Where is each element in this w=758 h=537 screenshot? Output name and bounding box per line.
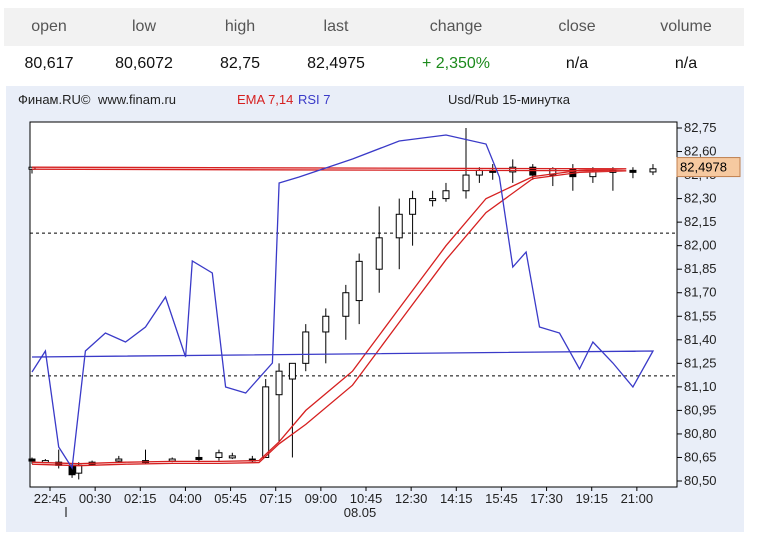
candle-body: [429, 198, 437, 202]
x-tick-label: 14:15: [440, 491, 473, 506]
y-tick-label: 81,70: [684, 285, 717, 300]
rsi-legend-label: RSI 7: [298, 92, 331, 107]
y-tick-label: 82,75: [684, 120, 717, 135]
quote-header-row: open low high last change close volume: [4, 8, 744, 46]
ema-line-slow: [31, 168, 627, 467]
y-tick-label: 81,85: [684, 261, 717, 276]
y-tick-label: 82,15: [684, 214, 717, 229]
candle-body: [302, 331, 310, 364]
header-low: low: [131, 18, 156, 35]
value-high: 82,75: [219, 55, 261, 72]
candle-body: [168, 458, 176, 462]
y-tick-label: 81,10: [684, 379, 717, 394]
candle-body: [649, 168, 657, 173]
x-tick-label: 15:45: [485, 491, 518, 506]
chart-instrument-label: Usd/Rub 15-минутка: [448, 92, 571, 107]
x-tick-label: 22:45: [34, 491, 67, 506]
y-tick-label: 80,80: [684, 426, 717, 441]
x-tick-label: 09:00: [305, 491, 338, 506]
value-volume: n/a: [674, 55, 698, 72]
x-tick-label: 00:30: [79, 491, 112, 506]
quote-table: open low high last change close volume 8…: [4, 8, 744, 82]
y-tick-label: 82,30: [684, 191, 717, 206]
candle-body: [475, 169, 483, 176]
y-tick-label: 82,00: [684, 238, 717, 253]
candle-body: [342, 292, 350, 317]
value-low: 80,6072: [115, 55, 173, 72]
value-last: 82,4975: [307, 55, 365, 72]
candle-body: [462, 174, 470, 192]
y-tick-label: 80,95: [684, 402, 717, 417]
ema-line-fast: [31, 166, 627, 465]
candles-group: [28, 128, 657, 480]
candle-body: [215, 452, 223, 458]
candle-body: [288, 362, 296, 380]
value-close: n/a: [565, 55, 589, 72]
x-tick-label: 17:30: [530, 491, 563, 506]
x-tick-label: 04:00: [169, 491, 202, 506]
y-tick-label: 81,55: [684, 308, 717, 323]
candle-body: [629, 169, 637, 173]
ema-legend-label: EMA 7,14: [237, 92, 293, 107]
header-change: change: [429, 18, 483, 35]
candle-body: [75, 464, 83, 474]
x-tick-label: 10:45: [350, 491, 383, 506]
last-price-tag: 82,4978: [676, 157, 741, 178]
candle-body: [442, 190, 450, 200]
header-close: close: [558, 18, 596, 35]
value-open: 80,617: [24, 55, 74, 72]
header-open: open: [31, 18, 67, 35]
candle-body: [28, 458, 36, 462]
y-tick-label: 80,65: [684, 449, 717, 464]
header-last: last: [323, 18, 349, 35]
candle-body: [322, 315, 330, 333]
chart-site-label: www.finam.ru: [97, 92, 176, 107]
x-tick-label: 19:15: [575, 491, 608, 506]
y-tick-label: 81,25: [684, 355, 717, 370]
candle-body: [375, 237, 383, 270]
y-tick-label: 81,40: [684, 332, 717, 347]
y-axis-ticks: 82,7582,6082,4582,3082,1582,0081,8581,70…: [677, 120, 717, 488]
x-date-label: 08.05: [344, 505, 377, 520]
candle-body: [115, 458, 123, 462]
candle-body: [195, 456, 203, 460]
candle-body: [395, 213, 403, 239]
value-change: + 2,350%: [421, 55, 491, 72]
price-chart: Финам.RU© www.finam.ru EMA 7,14 RSI 7 Us…: [18, 92, 741, 520]
candle-body: [228, 455, 236, 459]
rsi-line: [31, 134, 655, 470]
x-tick-label: 05:45: [214, 491, 247, 506]
quote-values-row: 80,617 80,6072 82,75 82,4975 + 2,350% n/…: [4, 46, 744, 82]
plot-area: [29, 121, 678, 488]
header-high: high: [224, 18, 256, 35]
header-volume: volume: [660, 18, 712, 35]
x-tick-label: 12:30: [395, 491, 428, 506]
last-price-tag-text: 82,4978: [680, 160, 727, 175]
x-axis-ticks: 22:45 00:30 02:15 04:00 05:45 07:15 09:00 10:45…: [34, 487, 653, 517]
candle-body: [409, 198, 417, 215]
chart-panel: Финам.RU© www.finam.ru EMA 7,14 RSI 7 Us…: [6, 86, 744, 532]
x-tick-label: 07:15: [259, 491, 292, 506]
y-tick-label: 82,60: [684, 144, 717, 159]
chart-source-label: Финам.RU©: [18, 92, 91, 107]
x-tick-label: 02:15: [124, 491, 157, 506]
candle-body: [509, 166, 517, 173]
last-price-tag-bg: [676, 157, 741, 178]
candle-body: [275, 370, 283, 396]
candle-body: [262, 386, 270, 458]
candle-body: [355, 260, 363, 302]
x-tick-label: 21:00: [621, 491, 654, 506]
y-tick-label: 80,50: [684, 473, 717, 488]
series-lines: [31, 134, 655, 470]
